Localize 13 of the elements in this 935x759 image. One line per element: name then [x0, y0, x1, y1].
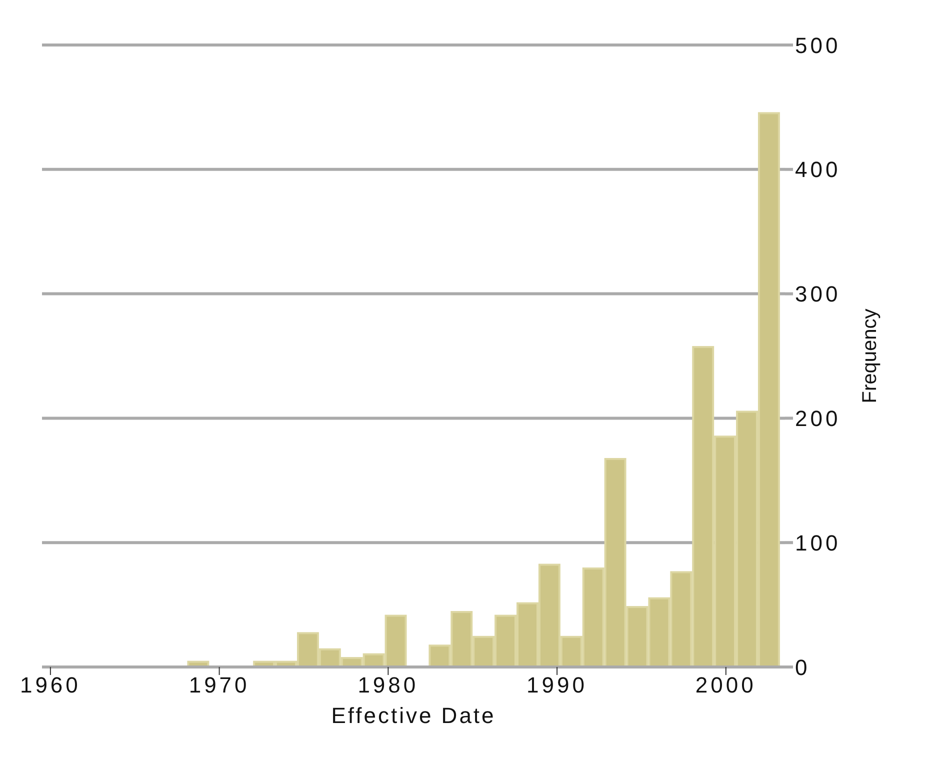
y-tick-label: 0 — [795, 654, 810, 680]
y-tick-label: 400 — [795, 157, 841, 182]
x-tick-label: 1990 — [526, 672, 588, 698]
y-tick-label: 200 — [795, 406, 841, 432]
y-tick-label: 500 — [795, 32, 841, 58]
y-axis-title: Frequency — [859, 308, 882, 404]
y-tick-label: 300 — [795, 282, 841, 307]
x-tick-label: 2000 — [695, 672, 756, 698]
y-tick-label: 100 — [795, 530, 841, 556]
x-tick-label: 1980 — [358, 672, 419, 698]
x-axis-title: Effective Date — [331, 703, 496, 728]
x-tick-label: 1960 — [20, 672, 81, 698]
x-tick-label: 1970 — [188, 672, 250, 698]
